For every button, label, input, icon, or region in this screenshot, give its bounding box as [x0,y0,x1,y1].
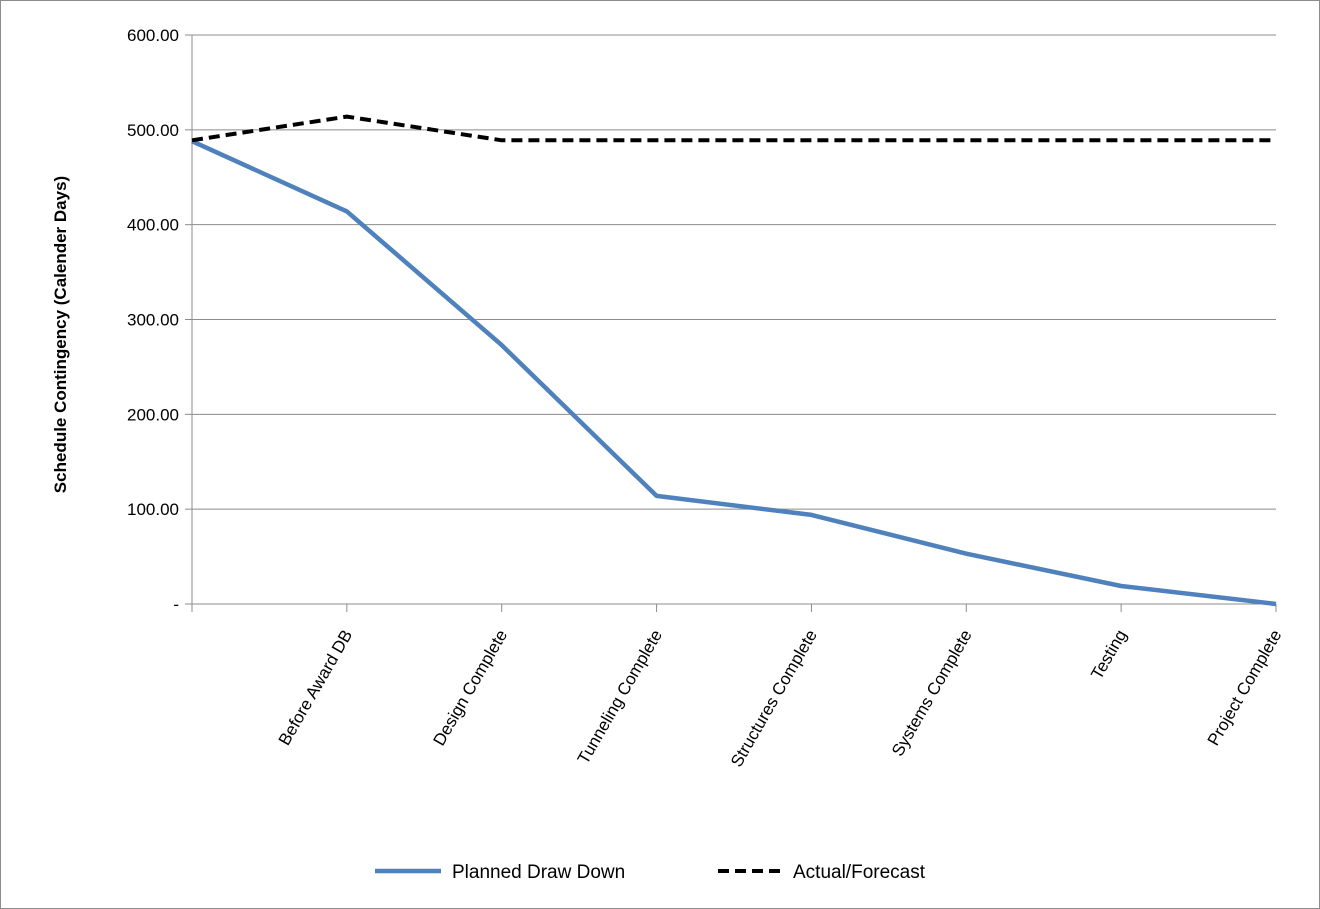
y-tick-label: - [173,595,179,614]
legend: Planned Draw Down Actual/Forecast [375,862,926,883]
y-tick-label: 500.00 [127,121,179,140]
series-line-actual-forecast [191,114,1276,143]
series-lines [191,114,1277,607]
x-tick-label: Tunneling Complete [574,627,666,768]
series-line-planned-draw-down [191,139,1277,607]
legend-label: Planned Draw Down [452,862,625,883]
y-tick-label: 400.00 [127,216,179,235]
x-tick-label: Systems Complete [888,626,976,759]
y-tick-label: 200.00 [127,405,179,424]
y-tick-label: 100.00 [127,500,179,519]
y-tick-labels: - 100.00 200.00 300.00 400.00 500.00 600.00 [127,26,179,614]
x-tick-labels: Before Award DB Design Complete Tunneling … [275,626,1286,770]
y-tick-label: 300.00 [127,311,179,330]
y-tick-label: 600.00 [127,26,179,45]
x-tick-label: Structures Complete [727,627,821,771]
axes [191,35,1277,612]
y-axis-title: Schedule Contingency (Calender Days) [51,176,70,493]
legend-label: Actual/Forecast [793,862,926,883]
x-tick-label: Design Complete [430,627,512,749]
x-tick-label: Project Complete [1204,627,1286,749]
x-tick-label: Testing [1087,627,1130,683]
x-tick-label: Before Award DB [275,627,357,749]
gridlines [185,34,1276,605]
